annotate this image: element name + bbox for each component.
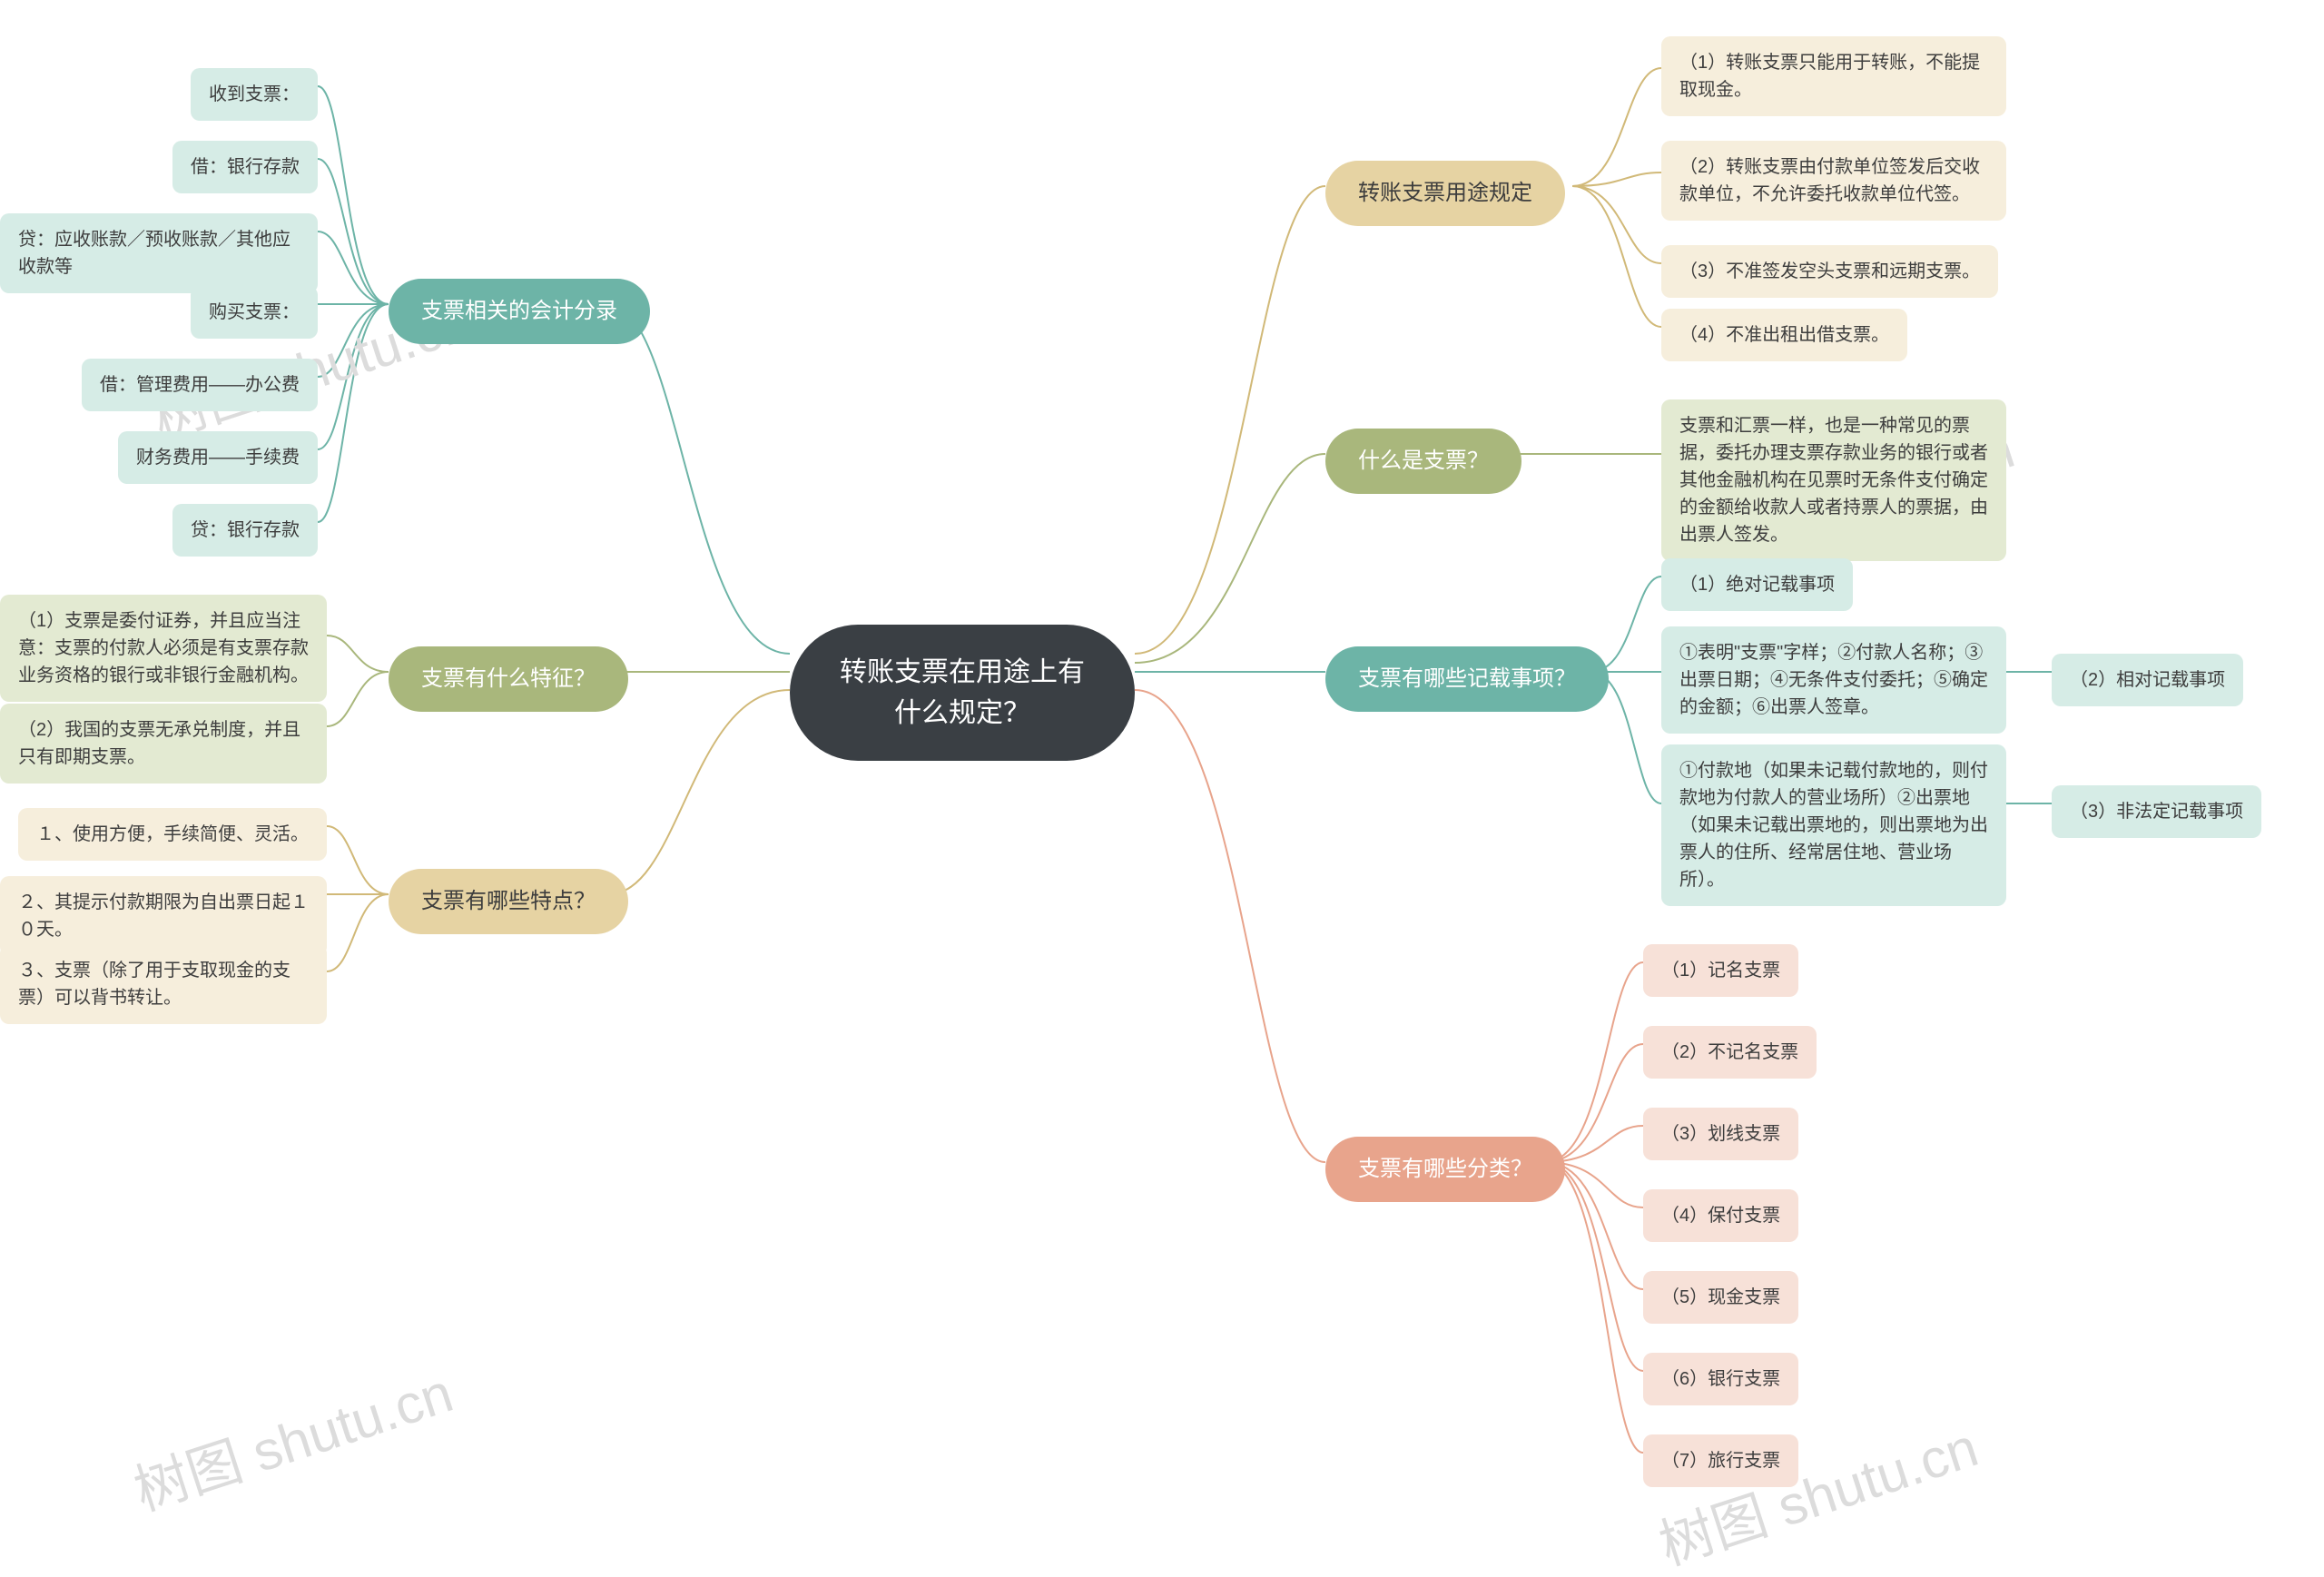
leaf-label: （2）我国的支票无承兑制度，并且只有即期支票。: [18, 716, 309, 771]
branch-what[interactable]: 什么是支票？: [1325, 429, 1521, 494]
leaf-cat-5[interactable]: （5）现金支票: [1643, 1271, 1798, 1324]
leaf-acc-4[interactable]: 购买支票：: [191, 286, 318, 339]
leaf-acc-3[interactable]: 贷：应收账款／预收账款／其他应收款等: [0, 213, 318, 293]
root-node[interactable]: 转账支票在用途上有什么规定？: [790, 625, 1135, 761]
leaf-label: 借：管理费用——办公费: [100, 371, 300, 399]
watermark: 树图 shutu.cn: [1648, 1404, 1986, 1577]
root-label: 转账支票在用途上有什么规定？: [833, 652, 1091, 734]
leaf-label: （4）保付支票: [1661, 1202, 1780, 1229]
leaf-acc-6[interactable]: 财务费用——手续费: [118, 431, 318, 484]
leaf-cat-2[interactable]: （2）不记名支票: [1643, 1026, 1817, 1079]
branch-label: 支票相关的会计分录: [421, 295, 617, 328]
leaf-cat-4[interactable]: （4）保付支票: [1643, 1189, 1798, 1242]
branch-use[interactable]: 转账支票用途规定: [1325, 161, 1565, 226]
leaf-label: （6）银行支票: [1661, 1365, 1780, 1393]
branch-label: 支票有哪些分类？: [1358, 1153, 1532, 1186]
leaf-label: （1）转账支票只能用于转账，不能提取现金。: [1679, 49, 1988, 103]
leaf-use-1[interactable]: （1）转账支票只能用于转账，不能提取现金。: [1661, 36, 2006, 116]
leaf-label: 支票和汇票一样，也是一种常见的票据，委托办理支票存款业务的银行或者其他金融机构在…: [1679, 412, 1988, 548]
leaf-rec-3-extra[interactable]: （3）非法定记载事项: [2052, 785, 2261, 838]
watermark: 树图 shutu.cn: [123, 1349, 461, 1526]
leaf-label: 收到支票：: [209, 81, 300, 108]
leaf-label: （7）旅行支票: [1661, 1447, 1780, 1474]
leaf-cat-7[interactable]: （7）旅行支票: [1643, 1434, 1798, 1487]
leaf-use-2[interactable]: （2）转账支票由付款单位签发后交收款单位，不允许委托收款单位代签。: [1661, 141, 2006, 221]
leaf-label: ３、支票（除了用于支取现金的支票）可以背书转让。: [18, 957, 309, 1011]
leaf-label: ２、其提示付款期限为自出票日起１０天。: [18, 889, 309, 943]
leaf-label: ①付款地（如果未记载付款地的，则付款地为付款人的营业场所）②出票地（如果未记载出…: [1679, 757, 1988, 893]
leaf-cat-1[interactable]: （1）记名支票: [1643, 944, 1798, 997]
branch-label: 支票有什么特征？: [421, 663, 596, 695]
branch-acc[interactable]: 支票相关的会计分录: [389, 279, 650, 344]
leaf-label: １、使用方便，手续简便、灵活。: [36, 821, 309, 848]
branch-label: 支票有哪些记载事项？: [1358, 663, 1576, 695]
branch-rec[interactable]: 支票有哪些记载事项？: [1325, 646, 1609, 712]
leaf-label: （3）不准签发空头支票和远期支票。: [1679, 258, 1980, 285]
leaf-label: ①表明"支票"字样；②付款人名称；③出票日期；④无条件支付委托；⑤确定的金额；⑥…: [1679, 639, 1988, 721]
leaf-label: （3）非法定记载事项: [2070, 798, 2243, 825]
leaf-label: 贷：应收账款／预收账款／其他应收款等: [18, 226, 300, 281]
branch-label: 转账支票用途规定: [1358, 177, 1532, 210]
leaf-pts-3[interactable]: ３、支票（除了用于支取现金的支票）可以背书转让。: [0, 944, 327, 1024]
branch-label: 什么是支票？: [1358, 445, 1489, 478]
leaf-label: （3）划线支票: [1661, 1120, 1780, 1148]
leaf-label: （2）不记名支票: [1661, 1039, 1798, 1066]
branch-feat[interactable]: 支票有什么特征？: [389, 646, 628, 712]
leaf-label: 财务费用——手续费: [136, 444, 300, 471]
leaf-label: （5）现金支票: [1661, 1284, 1780, 1311]
leaf-use-3[interactable]: （3）不准签发空头支票和远期支票。: [1661, 245, 1998, 298]
leaf-label: （1）绝对记载事项: [1679, 571, 1835, 598]
leaf-acc-7[interactable]: 贷：银行存款: [172, 504, 318, 557]
leaf-what-1[interactable]: 支票和汇票一样，也是一种常见的票据，委托办理支票存款业务的银行或者其他金融机构在…: [1661, 399, 2006, 561]
leaf-cat-6[interactable]: （6）银行支票: [1643, 1353, 1798, 1405]
leaf-label: （1）支票是委付证券，并且应当注意：支票的付款人必须是有支票存款业务资格的银行或…: [18, 607, 309, 689]
branch-label: 支票有哪些特点？: [421, 885, 596, 918]
branch-pts[interactable]: 支票有哪些特点？: [389, 869, 628, 934]
leaf-acc-5[interactable]: 借：管理费用——办公费: [82, 359, 318, 411]
leaf-label: 购买支票：: [209, 299, 300, 326]
leaf-feat-1[interactable]: （1）支票是委付证券，并且应当注意：支票的付款人必须是有支票存款业务资格的银行或…: [0, 595, 327, 702]
leaf-label: （2）转账支票由付款单位签发后交收款单位，不允许委托收款单位代签。: [1679, 153, 1988, 208]
leaf-cat-3[interactable]: （3）划线支票: [1643, 1108, 1798, 1160]
leaf-rec-1-extra[interactable]: （1）绝对记载事项: [1661, 558, 1853, 611]
branch-cat[interactable]: 支票有哪些分类？: [1325, 1137, 1565, 1202]
leaf-label: （4）不准出租出借支票。: [1679, 321, 1889, 349]
leaf-use-4[interactable]: （4）不准出租出借支票。: [1661, 309, 1907, 361]
leaf-rec-2-extra[interactable]: （2）相对记载事项: [2052, 654, 2243, 706]
leaf-label: （1）记名支票: [1661, 957, 1780, 984]
leaf-rec-2[interactable]: ①表明"支票"字样；②付款人名称；③出票日期；④无条件支付委托；⑤确定的金额；⑥…: [1661, 626, 2006, 734]
leaf-rec-3[interactable]: ①付款地（如果未记载付款地的，则付款地为付款人的营业场所）②出票地（如果未记载出…: [1661, 744, 2006, 906]
leaf-label: （2）相对记载事项: [2070, 666, 2225, 694]
leaf-pts-1[interactable]: １、使用方便，手续简便、灵活。: [18, 808, 327, 861]
leaf-acc-2[interactable]: 借：银行存款: [172, 141, 318, 193]
leaf-feat-2[interactable]: （2）我国的支票无承兑制度，并且只有即期支票。: [0, 704, 327, 784]
leaf-acc-1[interactable]: 收到支票：: [191, 68, 318, 121]
leaf-label: 贷：银行存款: [191, 517, 300, 544]
leaf-label: 借：银行存款: [191, 153, 300, 181]
